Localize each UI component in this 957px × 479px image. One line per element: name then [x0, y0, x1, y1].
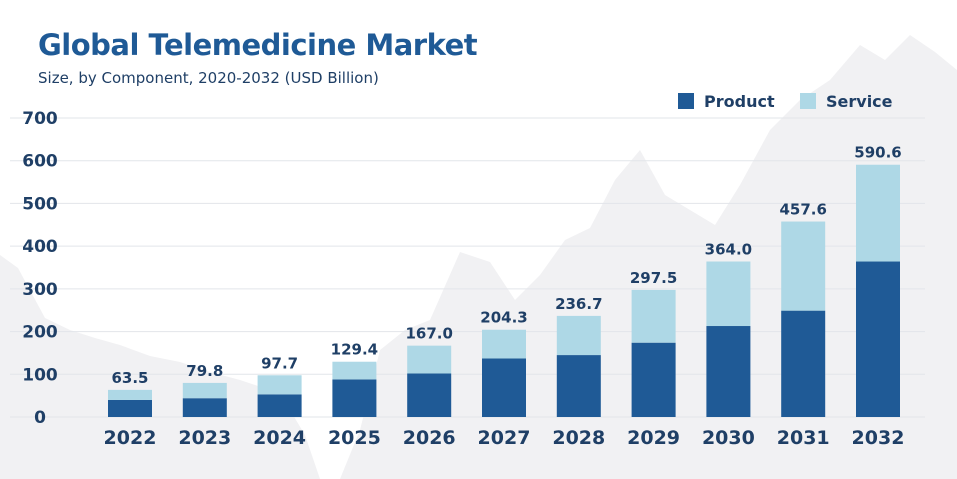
- x-tick-label: 2029: [627, 427, 680, 449]
- bar-service-2024: [257, 375, 302, 395]
- x-tick-label: 2024: [253, 427, 306, 449]
- legend: Product Service: [678, 92, 893, 111]
- bar-product-2031: [781, 310, 826, 417]
- bar-product-2029: [631, 342, 676, 417]
- bar-service-2029: [631, 289, 676, 343]
- bar-service-2023: [182, 382, 227, 399]
- chart-subtitle: Size, by Component, 2020-2032 (USD Billi…: [38, 69, 379, 87]
- x-tick-label: 2028: [552, 427, 605, 449]
- y-tick-label: 600: [22, 152, 58, 172]
- legend-swatch-product: [678, 93, 694, 109]
- bar-service-2022: [108, 389, 152, 400]
- y-tick-label: 0: [34, 408, 46, 428]
- bar-product-2027: [482, 358, 526, 417]
- data-label-total: 129.4: [331, 341, 378, 359]
- x-tick-label: 2022: [104, 427, 157, 449]
- bar-service-2031: [781, 221, 826, 311]
- bar-product-2030: [706, 326, 751, 417]
- data-label-total: 79.8: [186, 362, 223, 380]
- bar-product-2023: [182, 398, 227, 417]
- bar-service-2030: [706, 261, 751, 327]
- bar-product-2032: [856, 261, 900, 417]
- bar-service-2032: [856, 164, 900, 262]
- x-tick-label: 2025: [328, 427, 381, 449]
- x-axis: 2022 2023 2024 2025 2026 2027 2028 2029 2030 2031…: [104, 427, 905, 449]
- data-label-total: 457.6: [779, 201, 826, 219]
- data-label-total: 297.5: [630, 269, 677, 287]
- x-tick-label: 2026: [403, 427, 456, 449]
- bar-product-2028: [556, 355, 601, 417]
- x-tick-label: 2023: [178, 427, 231, 449]
- data-label-total: 364.0: [705, 241, 752, 259]
- legend-label-product: Product: [704, 92, 775, 111]
- y-tick-label: 200: [22, 323, 58, 343]
- data-label-total: 167.0: [405, 325, 452, 343]
- bar-service-2025: [332, 361, 377, 380]
- data-labels: 63.5 79.8 97.7 129.4 167.0 204.3 236.7 297.5 364…: [111, 144, 901, 387]
- bar-product-2025: [332, 379, 377, 417]
- chart-title: Global Telemedicine Market: [38, 28, 478, 62]
- legend-label-service: Service: [826, 92, 893, 111]
- y-tick-label: 300: [22, 280, 58, 300]
- y-tick-label: 700: [22, 109, 58, 129]
- y-axis: 0 100 200 300 400 500 600 700: [22, 109, 58, 428]
- bar-product-2022: [108, 399, 152, 417]
- x-tick-label: 2031: [777, 427, 830, 449]
- data-label-total: 63.5: [111, 369, 148, 387]
- background-trend-silhouette: [0, 255, 320, 479]
- x-tick-label: 2030: [702, 427, 755, 449]
- data-label-total: 204.3: [480, 309, 527, 327]
- x-tick-label: 2027: [478, 427, 531, 449]
- bar-service-2028: [556, 315, 601, 356]
- y-tick-label: 400: [22, 237, 58, 257]
- bar-service-2027: [482, 329, 526, 359]
- data-label-total: 236.7: [555, 295, 602, 313]
- x-tick-label: 2032: [852, 427, 905, 449]
- bar-product-2026: [407, 373, 452, 417]
- bars: [108, 164, 900, 417]
- gridlines: [10, 117, 925, 418]
- bar-product-2024: [257, 394, 302, 417]
- data-label-total: 590.6: [854, 144, 901, 162]
- data-label-total: 97.7: [261, 354, 298, 372]
- legend-swatch-service: [800, 93, 816, 109]
- y-tick-label: 500: [22, 194, 58, 214]
- bar-service-2026: [407, 345, 452, 374]
- y-tick-label: 100: [22, 365, 58, 385]
